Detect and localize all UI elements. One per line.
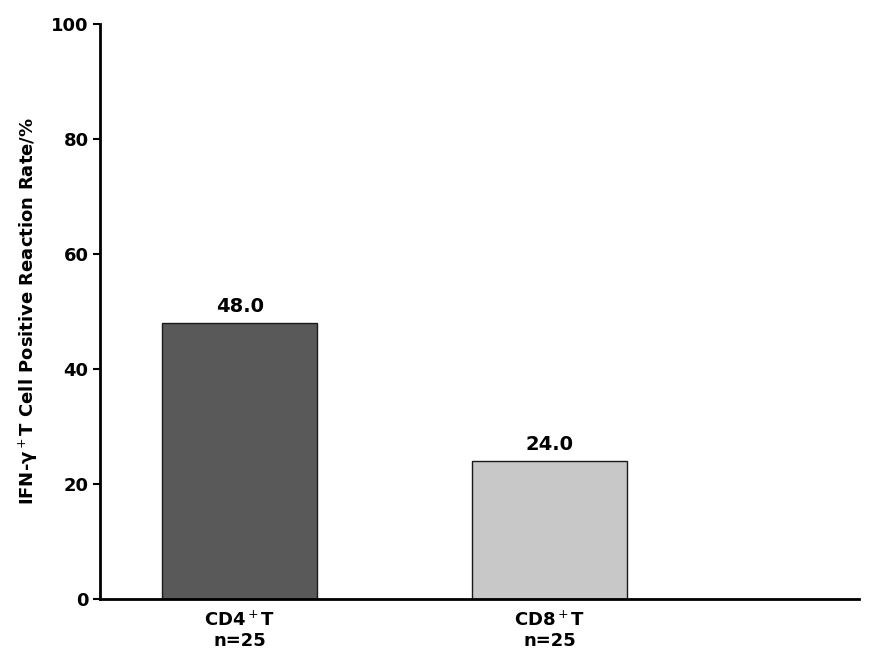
Bar — [162, 323, 317, 599]
Y-axis label: IFN-γ$^+$T Cell Positive Reaction Rate/%: IFN-γ$^+$T Cell Positive Reaction Rate/% — [17, 117, 40, 506]
Bar — [472, 461, 627, 599]
Text: 48.0: 48.0 — [215, 297, 264, 316]
Text: 24.0: 24.0 — [526, 435, 574, 454]
